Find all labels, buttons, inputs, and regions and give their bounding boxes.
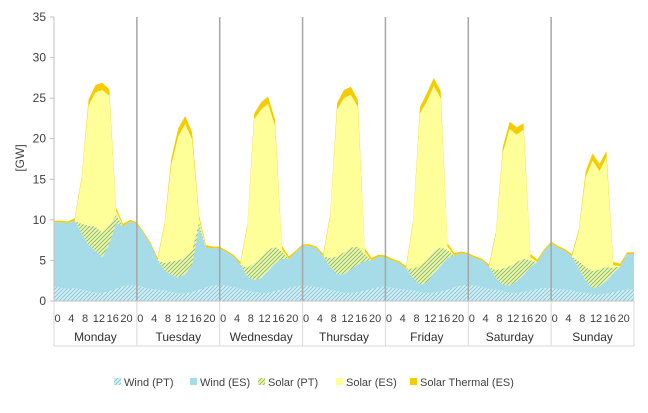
legend-swatch	[410, 378, 417, 385]
hour-tick-label: 16	[521, 313, 533, 325]
y-tick-label: 15	[33, 172, 47, 186]
y-tick-label: 25	[33, 91, 47, 105]
hour-tick-label: 20	[120, 313, 132, 325]
hour-tick-label: 0	[137, 313, 143, 325]
y-axis: 0 5 10 15 20 25 30 35	[33, 10, 55, 308]
y-tick-label: 0	[39, 294, 46, 308]
hour-tick-label: 12	[176, 313, 188, 325]
hour-tick-label: 12	[424, 313, 436, 325]
hour-tick-label: 8	[496, 313, 502, 325]
hour-tick-label: 8	[413, 313, 419, 325]
hour-tick-label: 0	[552, 313, 558, 325]
area-solar-es	[54, 85, 634, 271]
hour-tick-label: 12	[341, 313, 353, 325]
hour-tick-label: 4	[565, 313, 571, 325]
legend-item-solar-thermal-es: Solar Thermal (ES)	[410, 377, 514, 389]
hour-tick-label: 12	[93, 313, 105, 325]
hour-tick-label: 20	[286, 313, 298, 325]
hour-tick-label: 4	[317, 313, 323, 325]
hour-tick-label: 16	[107, 313, 119, 325]
hour-tick-label: 20	[369, 313, 381, 325]
hour-tick-label: 20	[452, 313, 464, 325]
hour-tick-label: 0	[220, 313, 226, 325]
legend-swatch	[258, 378, 265, 385]
y-tick-label: 30	[33, 51, 47, 65]
y-tick-label: 35	[33, 10, 47, 24]
hour-tick-label: 8	[331, 313, 337, 325]
legend-item-wind-pt: Wind (PT)	[114, 377, 174, 389]
hour-tick-label: 4	[234, 313, 240, 325]
y-tick-label: 10	[33, 213, 47, 227]
legend-label: Solar (PT)	[268, 377, 318, 389]
day-label: Saturday	[486, 330, 534, 344]
legend-item-solar-pt: Solar (PT)	[258, 377, 318, 389]
hour-tick-label: 12	[507, 313, 519, 325]
hour-tick-label: 16	[604, 313, 616, 325]
legend-label: Wind (PT)	[124, 377, 174, 389]
day-label: Tuesday	[155, 330, 201, 344]
hour-tick-label: 8	[165, 313, 171, 325]
day-label: Wednesday	[230, 330, 293, 344]
day-dividers	[136, 17, 552, 301]
legend-swatch	[336, 378, 343, 385]
hour-tick-label: 12	[259, 313, 271, 325]
y-axis-label: [GW]	[13, 144, 27, 171]
hour-tick-label: 12	[590, 313, 602, 325]
hour-tick-label: 8	[579, 313, 585, 325]
hour-tick-label: 0	[386, 313, 392, 325]
hour-tick-label: 16	[355, 313, 367, 325]
legend-swatch	[190, 378, 197, 385]
hour-tick-label: 8	[248, 313, 254, 325]
legend-item-wind-es: Wind (ES)	[190, 377, 250, 389]
y-tick-label: 5	[39, 253, 46, 267]
legend-label: Solar Thermal (ES)	[420, 377, 514, 389]
hour-tick-label: 16	[272, 313, 284, 325]
hour-tick-label: 0	[469, 313, 475, 325]
area-wind-es	[54, 220, 634, 295]
legend-label: Solar (ES)	[346, 377, 397, 389]
legend-item-solar-es: Solar (ES)	[336, 377, 397, 389]
area-solar-thermal-es	[54, 77, 634, 269]
legend-swatch	[114, 378, 121, 385]
hour-tick-label: 4	[68, 313, 74, 325]
hour-tick-label: 0	[303, 313, 309, 325]
area-solar-pt	[54, 214, 634, 289]
hour-tick-label: 20	[535, 313, 547, 325]
hour-tick-label: 4	[483, 313, 489, 325]
hour-tick-label: 8	[82, 313, 88, 325]
day-label: Friday	[410, 330, 443, 344]
hour-tick-label: 20	[618, 313, 630, 325]
y-tick-label: 20	[33, 132, 47, 146]
day-label: Thursday	[319, 330, 369, 344]
legend: Wind (PT) Wind (ES) Solar (PT) Solar (ES) So…	[114, 377, 514, 389]
legend-label: Wind (ES)	[200, 377, 250, 389]
area-wind-pt	[54, 284, 634, 301]
area-layers	[54, 77, 634, 301]
hour-tick-label: 16	[189, 313, 201, 325]
hour-tick-label: 20	[203, 313, 215, 325]
hour-tick-label: 16	[438, 313, 450, 325]
day-label: Sunday	[572, 330, 613, 344]
hour-tick-label: 0	[54, 313, 60, 325]
hour-tick-label: 4	[400, 313, 406, 325]
hour-tick-label: 4	[151, 313, 157, 325]
day-label: Monday	[74, 330, 117, 344]
